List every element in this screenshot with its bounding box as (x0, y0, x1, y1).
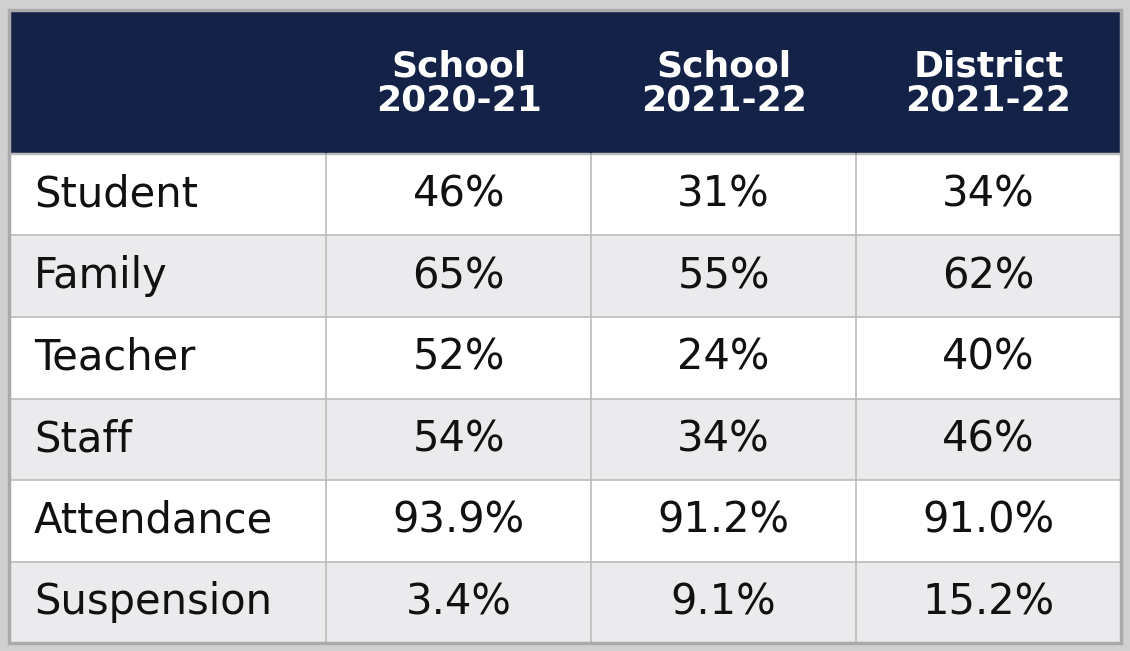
Text: 31%: 31% (677, 174, 770, 215)
Text: 34%: 34% (942, 174, 1035, 215)
Text: Family: Family (34, 255, 167, 298)
Text: 3.4%: 3.4% (406, 581, 512, 624)
Bar (327, 480, 591, 562)
Bar (857, 562, 1121, 643)
Text: 9.1%: 9.1% (671, 581, 776, 624)
Text: 46%: 46% (942, 419, 1035, 460)
Bar (327, 317, 591, 398)
Bar (857, 317, 1121, 398)
Bar (591, 154, 857, 236)
Bar (327, 398, 591, 480)
Bar (857, 480, 1121, 562)
Text: 2020-21: 2020-21 (376, 84, 541, 118)
Bar (591, 317, 857, 398)
Bar (9, 10, 327, 154)
Bar (591, 398, 857, 480)
Text: Student: Student (34, 174, 198, 215)
Text: 62%: 62% (942, 255, 1035, 298)
Bar (9, 398, 327, 480)
Bar (327, 154, 591, 236)
Bar (857, 398, 1121, 480)
Bar (857, 236, 1121, 317)
Text: Teacher: Teacher (34, 337, 195, 379)
Text: 15.2%: 15.2% (922, 581, 1054, 624)
Text: District: District (913, 49, 1063, 83)
Text: 55%: 55% (677, 255, 770, 298)
Bar (9, 317, 327, 398)
Text: 46%: 46% (412, 174, 505, 215)
Text: 34%: 34% (677, 419, 770, 460)
Text: School: School (391, 49, 527, 83)
Text: 91.2%: 91.2% (658, 500, 790, 542)
Text: Staff: Staff (34, 419, 132, 460)
Text: 2021-22: 2021-22 (641, 84, 807, 118)
Text: 91.0%: 91.0% (922, 500, 1054, 542)
Bar (9, 154, 327, 236)
Text: Attendance: Attendance (34, 500, 273, 542)
Text: 2021-22: 2021-22 (905, 84, 1071, 118)
Bar (327, 10, 591, 154)
Bar (9, 236, 327, 317)
Bar (591, 10, 857, 154)
Text: 52%: 52% (412, 337, 505, 379)
Bar (591, 562, 857, 643)
Text: 54%: 54% (412, 419, 505, 460)
Text: 40%: 40% (942, 337, 1035, 379)
Bar (591, 236, 857, 317)
Bar (9, 480, 327, 562)
Text: Suspension: Suspension (34, 581, 272, 624)
Bar (327, 562, 591, 643)
Bar (591, 480, 857, 562)
Text: 24%: 24% (677, 337, 770, 379)
Bar (327, 236, 591, 317)
Bar (9, 562, 327, 643)
Bar (857, 10, 1121, 154)
Bar (857, 154, 1121, 236)
Text: 65%: 65% (412, 255, 505, 298)
Text: 93.9%: 93.9% (392, 500, 524, 542)
Text: School: School (657, 49, 791, 83)
